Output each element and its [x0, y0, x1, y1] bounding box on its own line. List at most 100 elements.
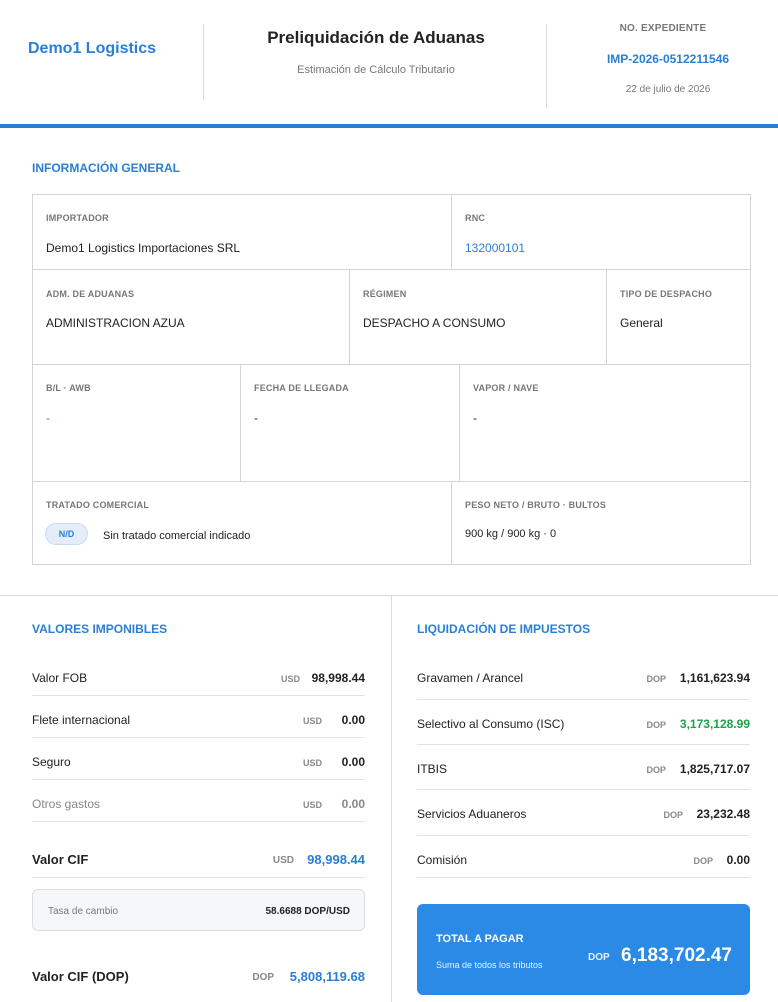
expediente-label: NO. EXPEDIENTE [619, 23, 707, 34]
seguro-label: Seguro [32, 755, 71, 769]
list-item: Flete internacional USD 0.00 [32, 696, 365, 738]
section-heading-general: INFORMACIÓN GENERAL [32, 161, 180, 175]
list-item: Gravamen / Arancel DOP 1,161,623.94 [417, 654, 750, 700]
grid-divider [33, 364, 750, 365]
flete-label: Flete internacional [32, 713, 131, 727]
page-subtitle: Estimación de Cálculo Tributario [297, 64, 455, 76]
exchange-rate-value: 58.6688 DOP/USD [265, 906, 351, 917]
gravamen-label: Gravamen / Arancel [417, 671, 524, 685]
exchange-rate-label: Tasa de cambio [48, 906, 119, 917]
adm-aduanas-label: ADM. DE ADUANAS [46, 289, 135, 299]
grid-divider [451, 482, 452, 564]
currency-code: DOP [588, 952, 610, 963]
section-heading-impuestos: LIQUIDACIÓN DE IMPUESTOS [417, 622, 591, 636]
grid-divider [451, 195, 452, 269]
valores-list: Valor FOB USD 98,998.44 Flete internacio… [32, 654, 365, 824]
currency-code: USD [302, 716, 322, 726]
regimen-label: RÉGIMEN [363, 289, 407, 299]
total-box: TOTAL A PAGAR Suma de todos los tributos… [417, 904, 750, 995]
total-sublabel: Suma de todos los tributos [436, 960, 543, 970]
tipo-despacho-value: General [620, 316, 663, 330]
flete-amount: 0.00 [341, 713, 365, 727]
tratado-comercial-label: TRATADO COMERCIAL [46, 500, 150, 510]
row-divider [32, 877, 365, 878]
currency-code: USD [302, 758, 322, 768]
currency-code: DOP [663, 810, 683, 820]
valor-fob-label: Valor FOB [32, 671, 88, 685]
row-divider [417, 835, 750, 836]
importador-label: IMPORTADOR [46, 213, 109, 223]
currency-code: USD [280, 674, 300, 684]
comision-amount: 0.00 [726, 853, 750, 867]
itbis-amount: 1,825,717.07 [679, 762, 750, 776]
servicios-aduaneros-amount: 23,232.48 [696, 807, 750, 821]
currency-code: DOP [693, 856, 713, 866]
currency-code: USD [302, 800, 322, 810]
adm-aduanas-value: ADMINISTRACION AZUA [46, 316, 185, 330]
list-item: Otros gastos USD 0.00 [32, 780, 365, 822]
currency-code: DOP [646, 674, 666, 684]
row-divider [32, 695, 365, 696]
valor-fob-amount: 98,998.44 [311, 671, 365, 685]
peso-value: 900 kg / 900 kg · 0 [465, 528, 557, 540]
itbis-label: ITBIS [417, 762, 448, 776]
cif-row: Valor CIF USD 98,998.44 [32, 836, 365, 878]
isc-amount: 3,173,128.99 [679, 717, 750, 731]
brand-name: Demo1 Logistics [28, 40, 157, 57]
otros-gastos-label: Otros gastos [32, 797, 101, 811]
valor-cif-amount: 98,998.44 [307, 852, 365, 867]
tratado-status-badge: N/D [45, 523, 88, 545]
row-divider [417, 744, 750, 745]
currency-code: DOP [646, 765, 666, 775]
bl-awb-label: B/L · AWB [46, 383, 91, 393]
row-divider [417, 789, 750, 790]
row-divider [417, 877, 750, 878]
rnc-value[interactable]: 132000101 [465, 241, 526, 255]
vapor-nave-value: - [473, 411, 477, 425]
tratado-comercial-value: Sin tratado comercial indicado [103, 530, 251, 542]
currency-code: DOP [252, 972, 274, 983]
importador-value: Demo1 Logistics Importaciones SRL [46, 241, 241, 255]
row-divider [417, 699, 750, 700]
grid-divider [606, 270, 607, 364]
rnc-label: RNC [465, 213, 486, 223]
comision-label: Comisión [417, 853, 468, 867]
header-divider [203, 24, 204, 100]
list-item: ITBIS DOP 1,825,717.07 [417, 745, 750, 790]
tipo-despacho-label: TIPO DE DESPACHO [620, 289, 713, 299]
list-item: Selectivo al Consumo (ISC) DOP 3,173,128… [417, 700, 750, 745]
valor-cif-label: Valor CIF [32, 852, 89, 867]
grid-divider [349, 270, 350, 364]
valor-cif-dop-amount: 5,808,119.68 [289, 969, 365, 984]
regimen-value: DESPACHO A CONSUMO [363, 316, 506, 330]
row-divider [32, 821, 365, 822]
list-item: Comisión DOP 0.00 [417, 836, 750, 878]
peso-label: PESO NETO / BRUTO · BULTOS [465, 500, 607, 510]
fecha-llegada-value: - [254, 411, 258, 425]
row-divider [32, 737, 365, 738]
list-item: Servicios Aduaneros DOP 23,232.48 [417, 790, 750, 836]
grid-divider [33, 481, 750, 482]
list-item: Valor FOB USD 98,998.44 [32, 654, 365, 696]
vapor-nave-label: VAPOR / NAVE [473, 383, 539, 393]
row-divider [32, 779, 365, 780]
expediente-number: IMP-2026-0512211546 [606, 52, 730, 66]
header-divider [546, 24, 547, 108]
exchange-rate-box: Tasa de cambio 58.6688 DOP/USD [32, 889, 365, 931]
list-item: Seguro USD 0.00 [32, 738, 365, 780]
isc-label: Selectivo al Consumo (ISC) [417, 717, 565, 731]
total-label: TOTAL A PAGAR [436, 933, 524, 945]
seguro-amount: 0.00 [341, 755, 365, 769]
servicios-aduaneros-label: Servicios Aduaneros [417, 807, 527, 821]
grid-divider [33, 269, 750, 270]
total-amount: 6,183,702.47 [621, 945, 732, 966]
section-divider [0, 595, 778, 596]
impuestos-list: Gravamen / Arancel DOP 1,161,623.94 Sele… [417, 654, 750, 879]
general-info-grid [32, 194, 751, 565]
grid-divider [459, 365, 460, 481]
column-divider [391, 596, 392, 1002]
section-heading-valores: VALORES IMPONIBLES [32, 622, 168, 636]
document-date: 22 de julio de 2026 [625, 84, 711, 95]
bl-awb-value[interactable]: - [46, 411, 50, 425]
otros-gastos-amount: 0.00 [341, 797, 365, 811]
